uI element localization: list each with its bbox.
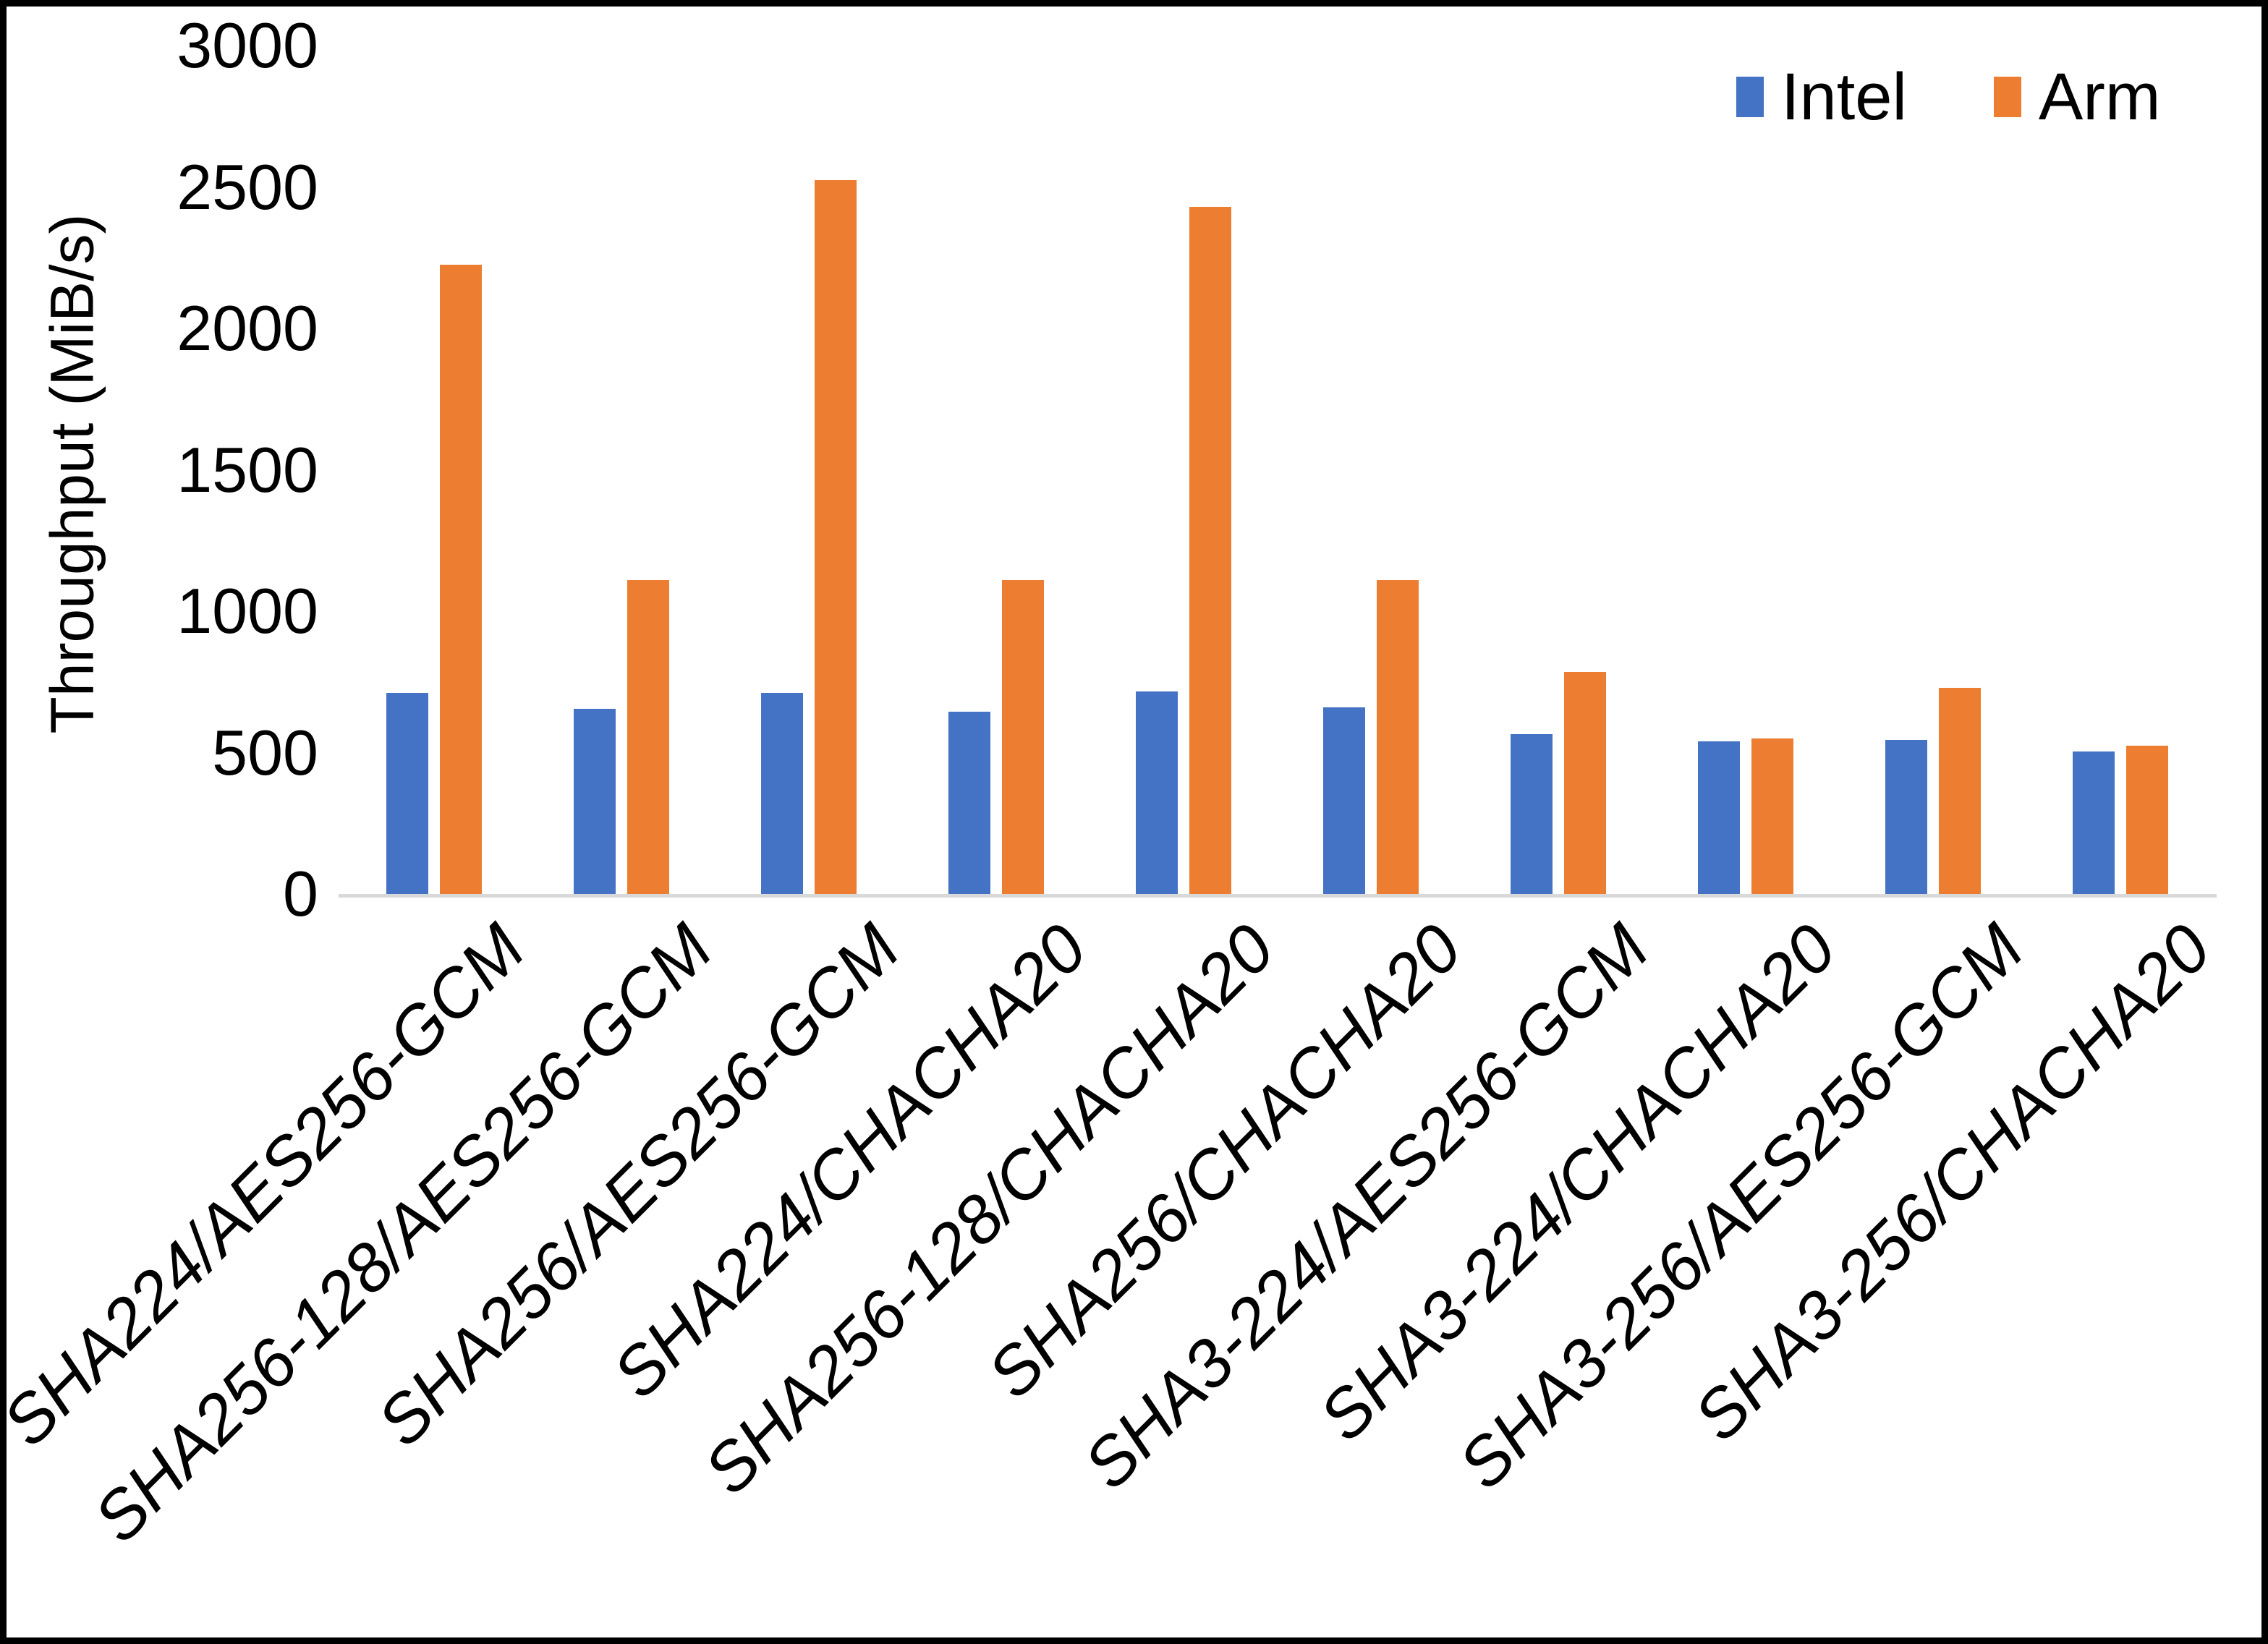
bar-intel <box>948 711 990 894</box>
bar-intel <box>386 693 428 894</box>
bar-arm <box>2125 745 2168 894</box>
y-tick-label: 500 <box>212 716 318 788</box>
bar-group <box>1652 46 1839 894</box>
bar-group <box>1090 46 1277 894</box>
bar-group <box>2026 46 2214 894</box>
bar-intel <box>1885 739 1927 894</box>
y-tick-label: 0 <box>283 858 318 929</box>
plot-area <box>340 46 2214 894</box>
bar-group <box>902 46 1090 894</box>
bar-group <box>1464 46 1652 894</box>
bar-arm <box>1376 580 1419 894</box>
bar-arm <box>1751 738 1793 894</box>
bar-arm <box>1938 687 1981 894</box>
bar-arm <box>627 580 669 894</box>
y-tick-label: 1000 <box>177 575 318 647</box>
bar-groups <box>340 46 2214 894</box>
bar-intel <box>573 708 616 894</box>
bar-arm <box>1189 206 1231 894</box>
legend-item-arm: Arm <box>1993 60 2161 134</box>
bar-group <box>340 46 527 894</box>
intel-legend-swatch-icon <box>1736 77 1764 117</box>
bar-intel <box>2072 751 2115 894</box>
bar-group <box>1839 46 2026 894</box>
bar-group <box>1277 46 1464 894</box>
y-tick-label: 3000 <box>177 9 318 81</box>
bar-arm <box>1001 580 1044 894</box>
legend-item-intel: Intel <box>1736 64 1907 130</box>
bar-intel <box>1322 707 1365 894</box>
bar-intel <box>1510 734 1553 894</box>
x-axis-line <box>339 894 2217 898</box>
y-tick-label: 1500 <box>177 433 318 506</box>
legend: Intel Arm <box>1736 64 2161 130</box>
legend-label-intel: Intel <box>1781 60 1907 134</box>
bar-arm <box>814 179 857 894</box>
bar-group <box>527 46 715 894</box>
legend-label-arm: Arm <box>2038 60 2161 134</box>
bar-intel <box>1135 691 1178 894</box>
bar-arm <box>1563 672 1606 894</box>
y-tick-label: 2500 <box>177 150 318 223</box>
bar-intel <box>1697 741 1740 894</box>
bar-group <box>715 46 902 894</box>
y-tick-label: 2000 <box>177 292 318 364</box>
arm-legend-swatch-icon <box>1993 77 2021 117</box>
bar-arm <box>439 265 482 894</box>
bar-intel <box>760 693 803 894</box>
